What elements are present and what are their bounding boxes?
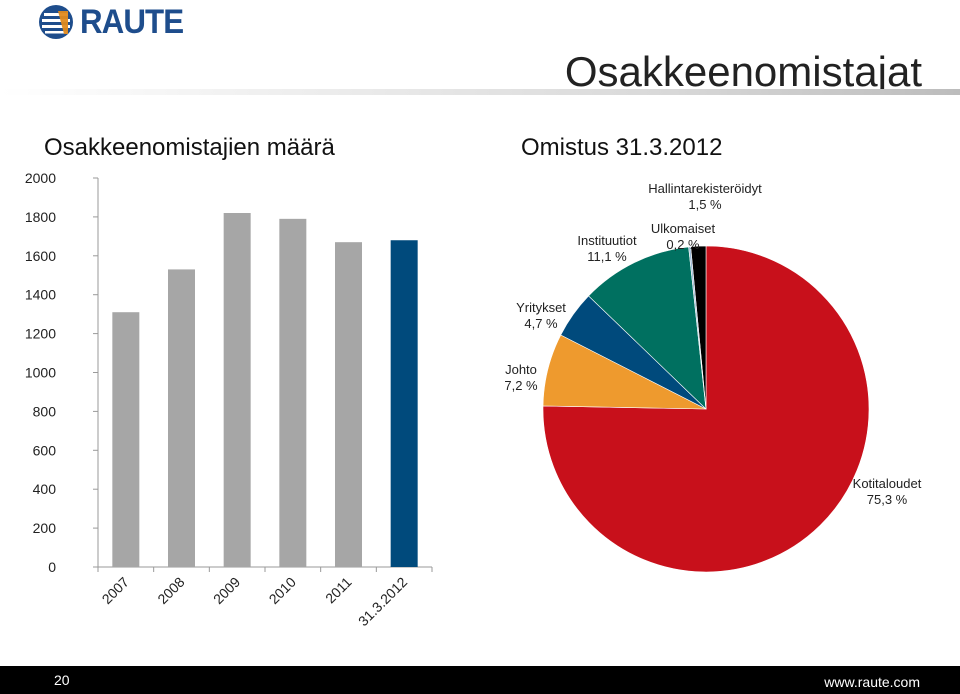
pie-slice-label: Kotitaloudet bbox=[853, 476, 922, 491]
pie-slice-label: Hallintarekisteröidyt bbox=[648, 181, 762, 196]
pie-slice bbox=[688, 246, 707, 410]
raute-logo: RAUTE bbox=[38, 2, 192, 41]
page-number: 20 bbox=[54, 672, 70, 688]
pie-slice-value: 7,2 % bbox=[504, 378, 538, 393]
pie-slice-value: 0,2 % bbox=[666, 237, 700, 252]
raute-logo-icon bbox=[39, 5, 73, 39]
y-tick-label: 0 bbox=[48, 559, 56, 575]
bar bbox=[335, 242, 362, 567]
pie-slice-value: 4,7 % bbox=[524, 316, 558, 331]
bar-chart-title: Osakkeenomistajien määrä bbox=[44, 134, 335, 161]
page-title: Osakkeenomistajat bbox=[564, 48, 922, 95]
y-tick-label: 1400 bbox=[25, 287, 56, 303]
pie-slice-label: Johto bbox=[505, 362, 537, 377]
pie-slice bbox=[542, 245, 870, 573]
pie-slice-label: Ulkomaiset bbox=[651, 221, 716, 236]
pie-slice bbox=[588, 246, 707, 410]
pie-slice-label: Yritykset bbox=[516, 300, 566, 315]
bar bbox=[223, 213, 251, 567]
pie-slice-label: Instituutiot bbox=[577, 233, 637, 248]
y-tick-label: 2000 bbox=[25, 170, 56, 186]
pie-slice-value: 75,3 % bbox=[867, 492, 908, 507]
title-divider bbox=[0, 89, 960, 95]
y-tick-label: 1000 bbox=[25, 365, 56, 381]
y-tick-label: 1800 bbox=[25, 209, 56, 225]
pie-chart-title: Omistus 31.3.2012 bbox=[521, 134, 723, 161]
y-tick-label: 200 bbox=[33, 520, 57, 536]
bar bbox=[279, 218, 307, 567]
bar bbox=[168, 269, 195, 567]
bar bbox=[112, 312, 140, 567]
pie-slice-value: 11,1 % bbox=[587, 249, 627, 264]
y-tick-label: 1200 bbox=[25, 326, 56, 342]
y-tick-label: 1600 bbox=[25, 248, 56, 264]
pie-slice-value: 1,5 % bbox=[688, 197, 722, 212]
footer-url: www.raute.com bbox=[824, 674, 920, 690]
y-tick-label: 800 bbox=[33, 403, 57, 419]
y-tick-label: 600 bbox=[33, 442, 57, 458]
logo-text: RAUTE bbox=[80, 2, 184, 41]
footer-bar: 20 www.raute.com bbox=[0, 666, 960, 694]
y-tick-label: 400 bbox=[33, 481, 57, 497]
bar bbox=[390, 240, 418, 568]
